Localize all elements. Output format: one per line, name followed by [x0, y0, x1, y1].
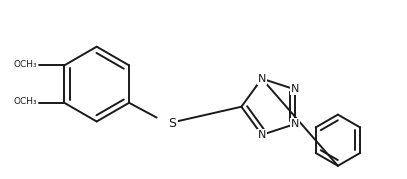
Text: N: N	[291, 84, 299, 94]
Text: S: S	[168, 117, 176, 130]
Text: OCH₃: OCH₃	[13, 97, 37, 106]
Text: N: N	[258, 74, 266, 84]
Text: OCH₃: OCH₃	[13, 60, 37, 69]
Text: N: N	[258, 130, 266, 140]
Text: N: N	[291, 119, 299, 129]
